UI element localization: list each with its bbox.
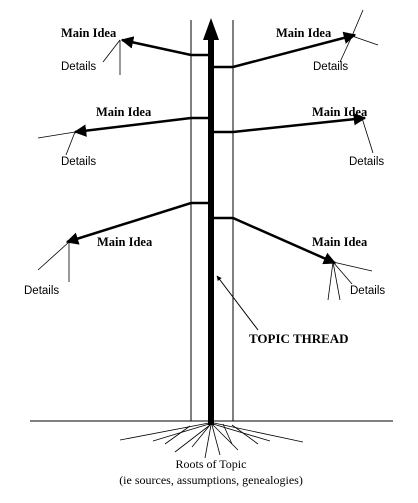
main-idea-label-lower-left: Main Idea — [97, 235, 153, 249]
main-idea-label-middle-left: Main Idea — [96, 105, 152, 119]
main-idea-label-upper-right: Main Idea — [276, 26, 332, 40]
details-lines-upper-right — [339, 9, 379, 63]
branch-lower-left — [65, 201, 211, 245]
branch-middle-right — [211, 112, 367, 134]
topic-thread-pointer — [216, 275, 259, 331]
main-idea-label-middle-right: Main Idea — [312, 105, 368, 119]
branch-middle-left — [73, 116, 211, 137]
details-label-middle-left: Details — [61, 156, 96, 168]
details-label-upper-right: Details — [313, 61, 348, 73]
details-lines-middle-left — [37, 131, 76, 156]
branch-upper-right — [211, 31, 357, 69]
main-idea-label-lower-right: Main Idea — [312, 235, 368, 249]
details-lines-lower-left — [37, 241, 70, 282]
details-label-middle-right: Details — [349, 156, 384, 168]
details-label-lower-left: Details — [24, 285, 59, 297]
details-lines-middle-right — [361, 117, 374, 154]
main-idea-label-upper-left: Main Idea — [61, 26, 117, 40]
branch-lower-right — [211, 216, 337, 265]
details-lines-lower-right — [327, 261, 373, 301]
topic-thread-label: TOPIC THREAD — [249, 331, 349, 346]
details-lines-upper-left — [102, 39, 121, 75]
roots-label-line1: Roots of Topic — [176, 457, 247, 471]
topic-thread-arrowhead — [203, 18, 219, 40]
roots-label-line2: (ie sources, assumptions, genealogies) — [119, 473, 303, 487]
roots — [119, 422, 304, 459]
details-label-upper-left: Details — [61, 61, 96, 73]
details-label-lower-right: Details — [350, 285, 385, 297]
branch-upper-left — [120, 36, 211, 57]
